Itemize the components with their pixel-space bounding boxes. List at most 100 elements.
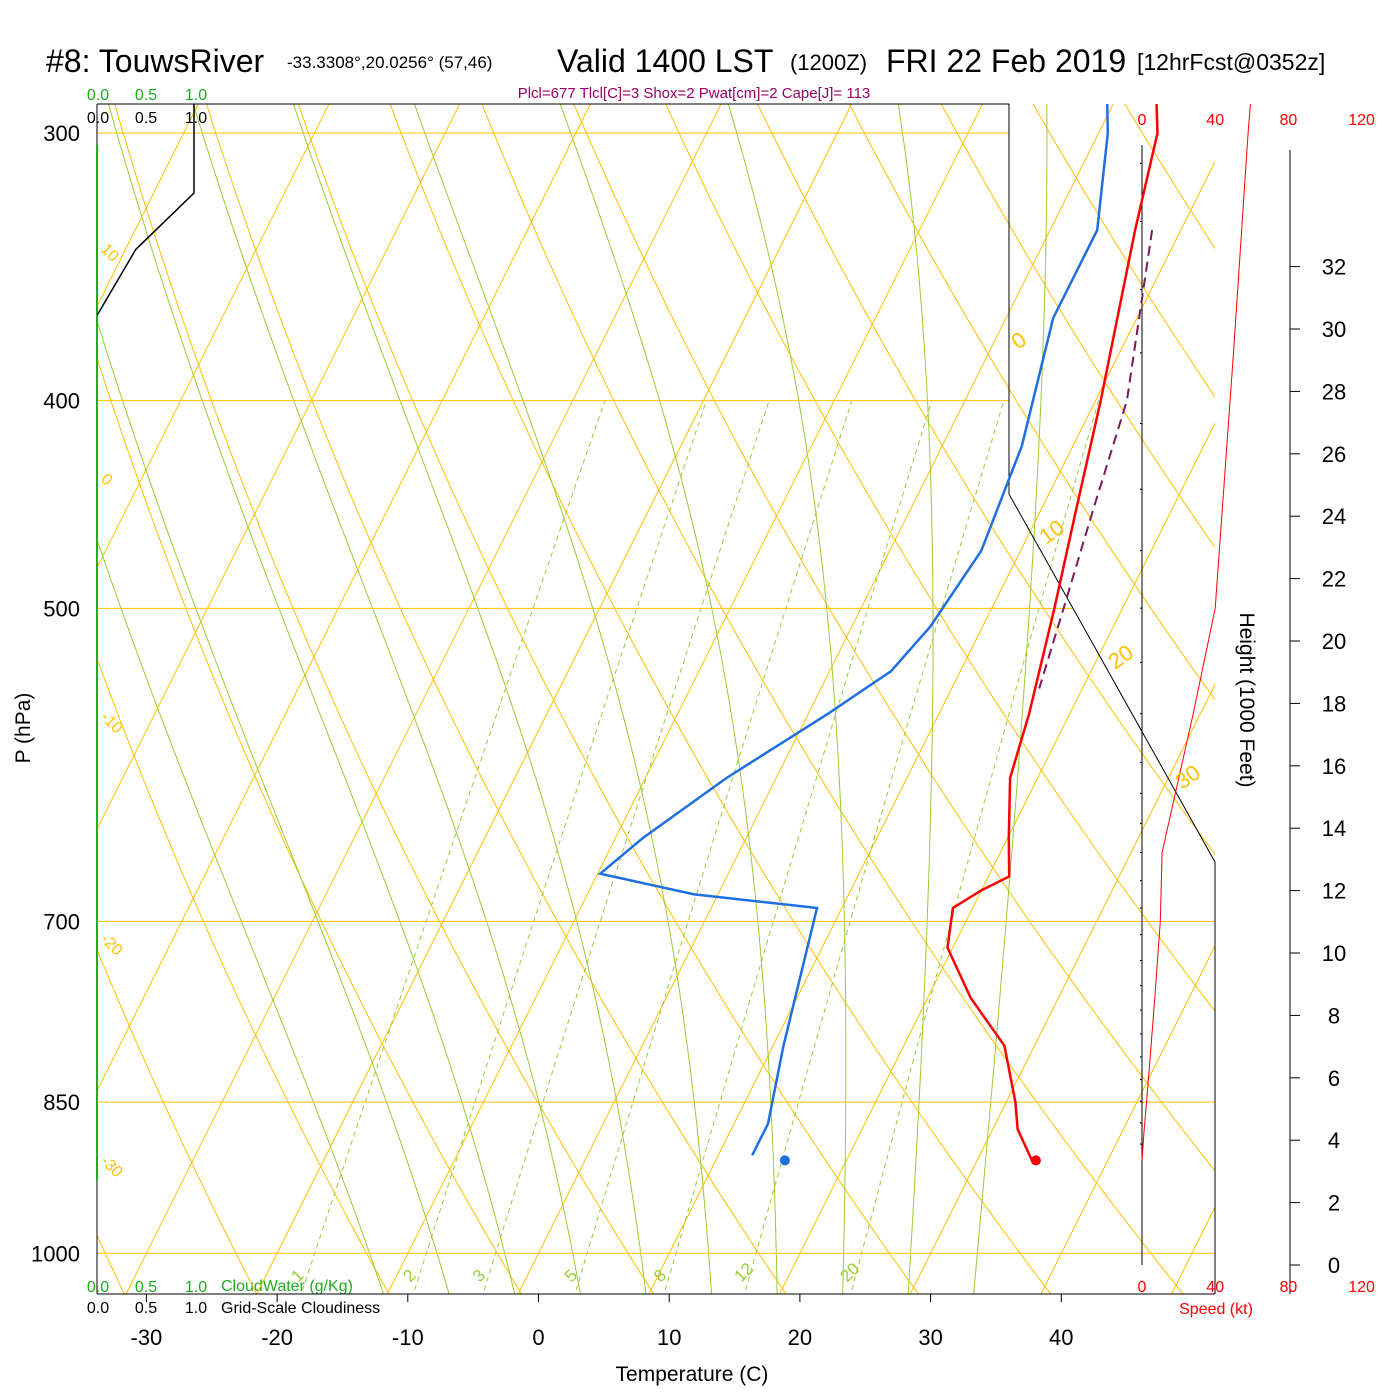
dry-adiabat-line (573, 104, 1215, 1172)
dry-adiabat-line (206, 104, 787, 1294)
speed-axis-label: Speed (kt) (1179, 1301, 1253, 1318)
cloudwater-tick-label-top: 0.0 (87, 87, 109, 104)
wind-barb-halfflag (1107, 1066, 1109, 1073)
cloudwater-tick-label-top: 0.5 (135, 87, 157, 104)
height-tick-label: 6 (1328, 1066, 1340, 1091)
wind-barb-staff (1140, 488, 1143, 490)
wind-barb (1140, 1033, 1143, 1035)
wind-barb-flag (1090, 216, 1094, 230)
wind-barb-flag (1098, 419, 1102, 433)
isotherm-label: 0 (1007, 327, 1031, 355)
isotherm-line (97, 104, 461, 831)
dry-adiabat-line (481, 104, 1184, 1294)
wind-barb (1086, 602, 1143, 616)
mixing-ratio-line (574, 400, 853, 1294)
wind-barb-flag (1090, 157, 1094, 171)
mixing-ratio-label: 8 (650, 1266, 670, 1286)
wind-barb-staff (1140, 959, 1143, 961)
wind-barb-staff (1140, 851, 1143, 854)
wind-barb-flag (1090, 29, 1094, 43)
height-tick-label: 4 (1328, 1128, 1340, 1153)
wind-barb-halfflag (1107, 217, 1109, 224)
wind-barb-staff (1140, 1056, 1143, 1058)
wind-barb-flag (1083, 795, 1087, 809)
wind-barb (1140, 1143, 1143, 1146)
moist-adiabat-line (559, 104, 778, 1294)
wind-barb-flag (1086, 157, 1090, 171)
speed-tick-label-bottom: 120 (1348, 1279, 1375, 1296)
wind-barb (1083, 1009, 1143, 1023)
wind-barb-staff (1140, 162, 1143, 164)
wind-barb (1100, 546, 1143, 553)
wind-barb-flag (1086, 602, 1090, 616)
mixing-ratio-label: 3 (469, 1266, 489, 1286)
wind-barb (1090, 216, 1143, 230)
height-tick-label: 18 (1322, 691, 1346, 716)
x-tick-label: -10 (392, 1325, 424, 1350)
moist-adiabat-line (192, 104, 581, 1294)
dry-adiabat-line (848, 104, 1215, 701)
x-tick-label: 20 (788, 1325, 812, 1350)
isotherm-line (97, 104, 199, 308)
station-coords: -33.3308°,20.0256° (57,46) (287, 53, 492, 72)
wind-barb-flag (1086, 483, 1090, 497)
isotherm-line (97, 104, 330, 570)
height-tick-label: 32 (1322, 255, 1346, 280)
dry-adiabat-line (97, 948, 258, 1294)
height-tick-label: 20 (1322, 629, 1346, 654)
wind-barb-staff (1090, 28, 1142, 35)
cloudwater-tick-label-top: 1.0 (185, 87, 207, 104)
wind-barb (1083, 792, 1143, 809)
wind-barb-flag (1090, 483, 1094, 497)
isotherm-line (648, 160, 1215, 1294)
wind-barb-flag (1086, 95, 1090, 109)
moist-adiabat-line (97, 538, 385, 1294)
dewpoint-line (597, 104, 1110, 1156)
wind-barb-flag (1083, 714, 1087, 728)
dry-adiabat-line (1371, 0, 1400, 1307)
wind-barb-staff (1140, 1033, 1143, 1035)
x-tick-label: -20 (261, 1325, 293, 1350)
wind-barb-flag (1083, 854, 1087, 868)
isotherm-line (909, 683, 1215, 1294)
moist-adiabat-line (97, 319, 450, 1294)
wind-barb-staff (1140, 1143, 1143, 1146)
cloudiness-tick-label-bottom: 0.5 (135, 1300, 157, 1317)
isotherm-label: 10 (1035, 515, 1069, 550)
speed-tick-label-top: 80 (1280, 112, 1298, 129)
station-title: #8: TouwsRiver (46, 43, 265, 79)
height-tick-label: 8 (1328, 1003, 1340, 1028)
isotherm-line (387, 104, 983, 1294)
wind-barb-halfflag (1103, 97, 1105, 104)
wind-barb (1096, 1048, 1143, 1058)
height-tick-label: 0 (1328, 1253, 1340, 1278)
wind-barb-staff (1140, 549, 1143, 552)
cloudiness-tick-label-bottom: 0.0 (87, 1300, 109, 1317)
cloudiness-label: Grid-Scale Cloudiness (221, 1300, 380, 1317)
height-tick-label: 10 (1322, 941, 1346, 966)
x-tick-label: 40 (1049, 1325, 1073, 1350)
wind-barb (1083, 851, 1143, 868)
p-tick-label: 850 (43, 1090, 80, 1115)
wind-barb-flag (1090, 95, 1094, 109)
wind-barb (1086, 28, 1142, 43)
p-tick-label: 700 (43, 909, 80, 934)
wind-barb-flag (1083, 1009, 1087, 1023)
moist-adiabat-line (293, 104, 647, 1294)
parcel-line (1038, 229, 1154, 689)
p-tick-label: 300 (43, 121, 80, 146)
dry-adiabat-line (114, 104, 655, 1294)
height-tick-label: 12 (1322, 879, 1346, 904)
wind-barb-staff (1140, 288, 1143, 291)
cloudiness-tick-label-bottom: 1.0 (185, 1300, 207, 1317)
moist-adiabat-line (897, 104, 934, 1294)
wind-barb-halfflag (1096, 1048, 1098, 1055)
cloudiness-tick-label-top: 0.0 (87, 110, 109, 127)
mixing-ratio-line (412, 400, 707, 1294)
wind-barb (1140, 822, 1143, 824)
stability-indices: Plcl=677 Tlcl[C]=3 Shox=2 Pwat[cm]=2 Cap… (518, 85, 871, 102)
wind-barb (1140, 288, 1143, 291)
wind-barb-halfflag (1100, 546, 1102, 553)
cloudiness-line (97, 104, 195, 316)
